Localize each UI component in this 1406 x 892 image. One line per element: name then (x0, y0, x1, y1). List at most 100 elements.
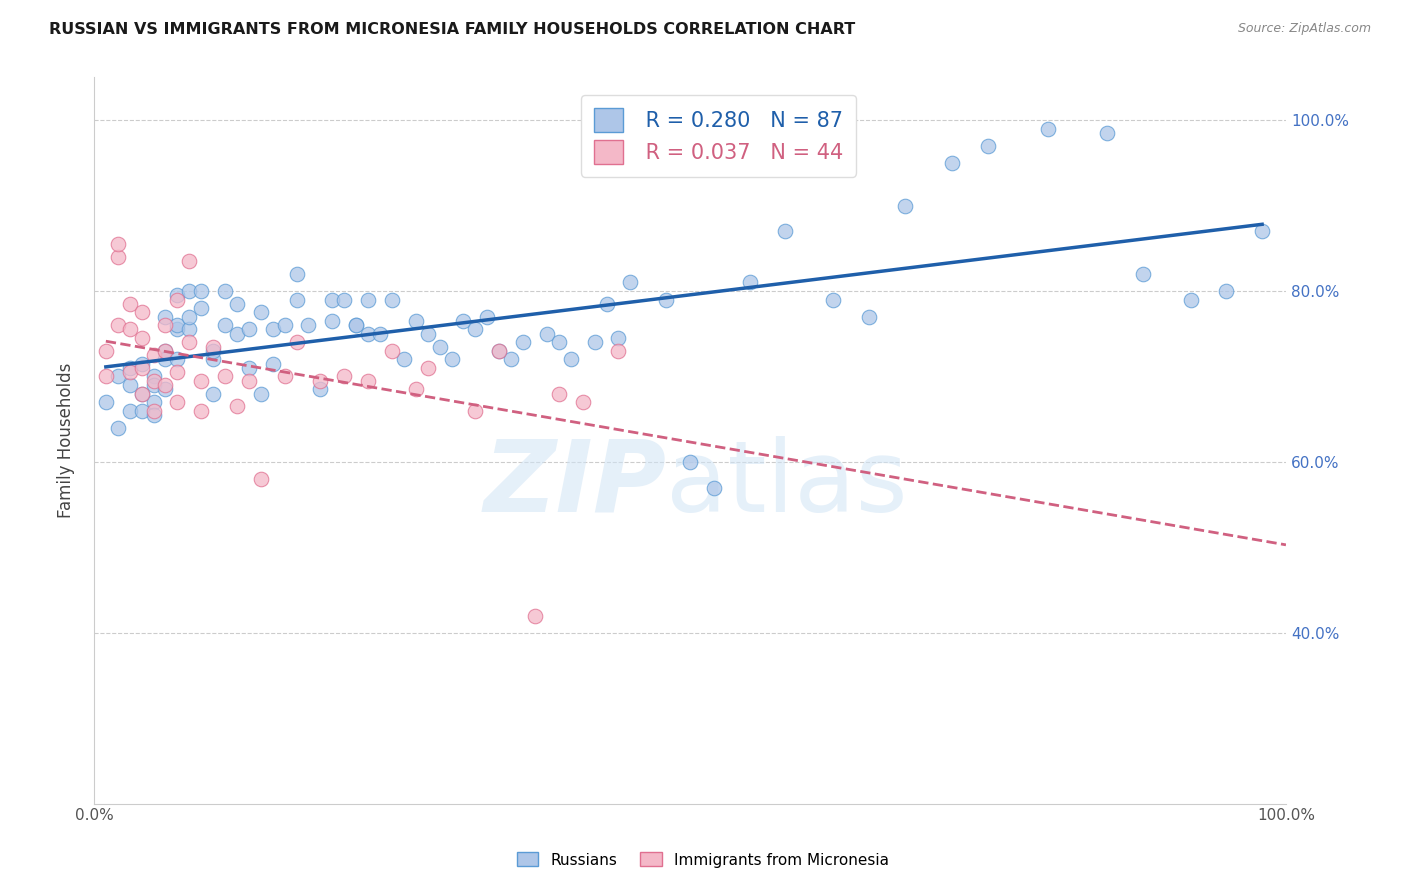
Point (453, 314, 475, 328)
Point (297, 318, 319, 333)
Point (214, 369, 236, 384)
Point (1215, 284, 1237, 298)
Point (166, 322, 188, 336)
Point (94, 343, 117, 358)
Point (142, 395, 165, 409)
Point (357, 293, 380, 307)
Point (179, 322, 201, 336)
Point (309, 374, 332, 388)
Text: atlas: atlas (666, 435, 908, 533)
Point (501, 352, 523, 367)
Point (94, 369, 117, 384)
Point (273, 318, 295, 333)
Point (155, 318, 177, 333)
Point (679, 455, 702, 469)
Point (131, 386, 153, 401)
Point (416, 360, 439, 375)
Point (250, 386, 273, 401)
Point (821, 293, 844, 307)
Point (344, 318, 367, 333)
Point (107, 318, 129, 333)
Point (142, 348, 165, 362)
Point (273, 369, 295, 384)
Point (488, 343, 510, 358)
Point (118, 365, 141, 379)
Point (190, 284, 212, 298)
Point (226, 400, 249, 414)
Point (477, 310, 499, 324)
Point (238, 374, 260, 388)
Point (1095, 126, 1118, 140)
Point (357, 374, 380, 388)
Point (464, 322, 486, 336)
Legend: Russians, Immigrants from Micronesia: Russians, Immigrants from Micronesia (510, 847, 896, 873)
Point (941, 156, 963, 170)
Point (142, 369, 165, 384)
Point (166, 288, 188, 302)
Point (107, 237, 129, 252)
Point (357, 326, 380, 341)
Point (512, 335, 534, 350)
Point (226, 297, 249, 311)
Point (333, 369, 356, 384)
Point (190, 301, 212, 315)
Point (118, 322, 141, 336)
Point (250, 305, 273, 319)
Point (131, 331, 153, 345)
Point (202, 386, 225, 401)
Point (107, 421, 129, 435)
Point (214, 318, 236, 333)
Point (179, 335, 201, 350)
Point (607, 331, 630, 345)
Point (560, 352, 582, 367)
Y-axis label: Family Households: Family Households (58, 363, 75, 518)
Point (775, 224, 797, 238)
Point (250, 472, 273, 486)
Point (262, 322, 284, 336)
Point (893, 198, 915, 212)
Point (118, 378, 141, 392)
Point (429, 340, 451, 354)
Point (179, 310, 201, 324)
Point (226, 326, 249, 341)
Point (405, 314, 427, 328)
Point (166, 293, 188, 307)
Point (607, 343, 630, 358)
Point (202, 343, 225, 358)
Point (155, 343, 177, 358)
Point (738, 276, 761, 290)
Point (1132, 267, 1154, 281)
Point (238, 322, 260, 336)
Point (619, 276, 641, 290)
Point (440, 352, 463, 367)
Point (523, 608, 546, 623)
Point (166, 352, 188, 367)
Point (488, 343, 510, 358)
Point (571, 395, 593, 409)
Point (155, 378, 177, 392)
Text: ZIP: ZIP (484, 435, 666, 533)
Point (392, 352, 415, 367)
Point (858, 310, 880, 324)
Point (238, 360, 260, 375)
Point (94, 395, 117, 409)
Point (142, 374, 165, 388)
Point (381, 293, 404, 307)
Point (155, 343, 177, 358)
Point (583, 335, 606, 350)
Point (262, 357, 284, 371)
Point (333, 293, 356, 307)
Point (155, 382, 177, 396)
Point (595, 297, 617, 311)
Point (321, 314, 343, 328)
Point (547, 335, 569, 350)
Point (1251, 224, 1274, 238)
Point (285, 267, 308, 281)
Point (118, 297, 141, 311)
Point (166, 395, 188, 409)
Point (547, 386, 569, 401)
Point (368, 326, 391, 341)
Point (344, 318, 367, 333)
Point (142, 408, 165, 422)
Point (309, 382, 332, 396)
